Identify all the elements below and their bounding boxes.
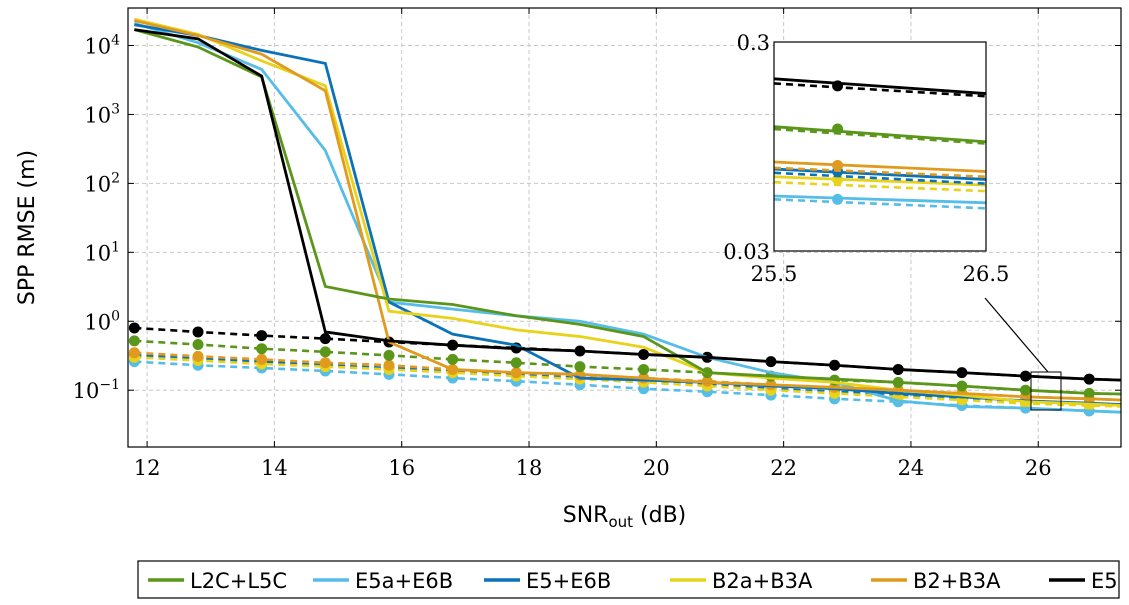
data-point: [192, 350, 204, 362]
inset-data-point: [832, 80, 844, 92]
data-point: [192, 339, 204, 351]
x-axis-label-sub: out: [608, 513, 633, 531]
series-layer: [128, 17, 1121, 417]
data-point: [383, 349, 395, 361]
data-point: [256, 353, 268, 365]
y-tick-labels: 104 103 102 101 100 10−1: [73, 33, 120, 404]
series-solid-E5: [134, 28, 1121, 382]
x-axis-label: SNRout (dB): [563, 503, 687, 531]
inset-background: [774, 42, 986, 251]
y-tick-label: 101: [84, 239, 120, 265]
data-point: [574, 361, 586, 373]
y-tick-label: 10−1: [73, 377, 120, 403]
legend-label: L2C+L5C: [190, 569, 287, 593]
x-tick-labels: 12 14 16 18 20 22 24 26: [134, 456, 1052, 480]
inset-data-point: [832, 159, 844, 171]
series-group: [128, 17, 1121, 417]
zoom-connector: [984, 297, 1049, 373]
inset-y-tick-label: 0.03: [723, 240, 770, 264]
data-point: [319, 346, 331, 358]
x-tick-label: 26: [1025, 456, 1052, 480]
legend-label: E5: [1091, 569, 1118, 593]
data-point: [256, 343, 268, 355]
data-point: [319, 357, 331, 369]
data-point: [638, 363, 650, 375]
inset-series-group: [774, 77, 986, 210]
x-tick-label: 14: [261, 456, 288, 480]
legend: L2C+L5C E5a+E6B E5+E6B B2a+B3A B2+B3A E5: [137, 560, 1120, 599]
legend-label: E5a+E6B: [355, 569, 453, 593]
inset-solid-E5+E6B: [774, 167, 986, 181]
x-axis-label-main: SNR: [563, 503, 609, 528]
data-point: [510, 357, 522, 369]
legend-label: E5+E6B: [526, 569, 611, 593]
data-point: [383, 359, 395, 371]
inset-data-point: [832, 193, 844, 205]
y-tick-label: 104: [84, 33, 120, 59]
x-tick-label: 18: [516, 456, 543, 480]
data-point: [319, 333, 331, 345]
x-axis-label-unit: (dB): [633, 503, 686, 528]
data-point: [447, 353, 459, 365]
inset-x-tick-label: 25.5: [751, 262, 798, 286]
x-tick-label: 12: [134, 456, 161, 480]
inset-solid-E5a+E6B: [774, 194, 986, 205]
y-tick-label: 100: [84, 308, 120, 334]
inset-solid-B2a+B3A: [774, 175, 986, 187]
x-tick-label: 22: [770, 456, 797, 480]
legend-label: B2a+B3A: [712, 569, 813, 593]
series-solid-L2C+L5C: [133, 28, 1121, 396]
inset-solid-L2C+L5C: [774, 125, 986, 144]
plot-frame: [127, 7, 1122, 448]
series-dashed-B2a+B3A: [134, 356, 1121, 408]
series-solid-B2+B3A: [134, 19, 1121, 402]
legend-label: B2+B3A: [913, 569, 1001, 593]
inset-solid-B2+B3A: [774, 160, 986, 173]
series-solid-E5a+E6B: [133, 21, 1121, 414]
inset-solid-E5: [774, 77, 986, 95]
data-point: [256, 330, 268, 342]
inset-frame: [773, 41, 987, 252]
data-point: [128, 322, 140, 334]
inset-y-tick-label: 0.3: [737, 31, 770, 55]
x-tick-label: 24: [898, 456, 925, 480]
zoom-box: [1030, 371, 1062, 411]
x-tick-label: 16: [388, 456, 415, 480]
legend-box: [137, 560, 1120, 599]
data-point: [128, 335, 140, 347]
x-tick-label: 20: [643, 456, 670, 480]
inset-data-point: [832, 123, 844, 135]
data-point: [192, 326, 204, 338]
data-point: [128, 347, 140, 359]
y-axis-label: SPP RMSE (m): [15, 150, 40, 305]
zoom-indicator: [984, 297, 1062, 411]
inset-x-tick-label: 26.5: [963, 262, 1010, 286]
y-tick-label: 102: [84, 170, 120, 196]
y-tick-label: 103: [84, 101, 120, 127]
